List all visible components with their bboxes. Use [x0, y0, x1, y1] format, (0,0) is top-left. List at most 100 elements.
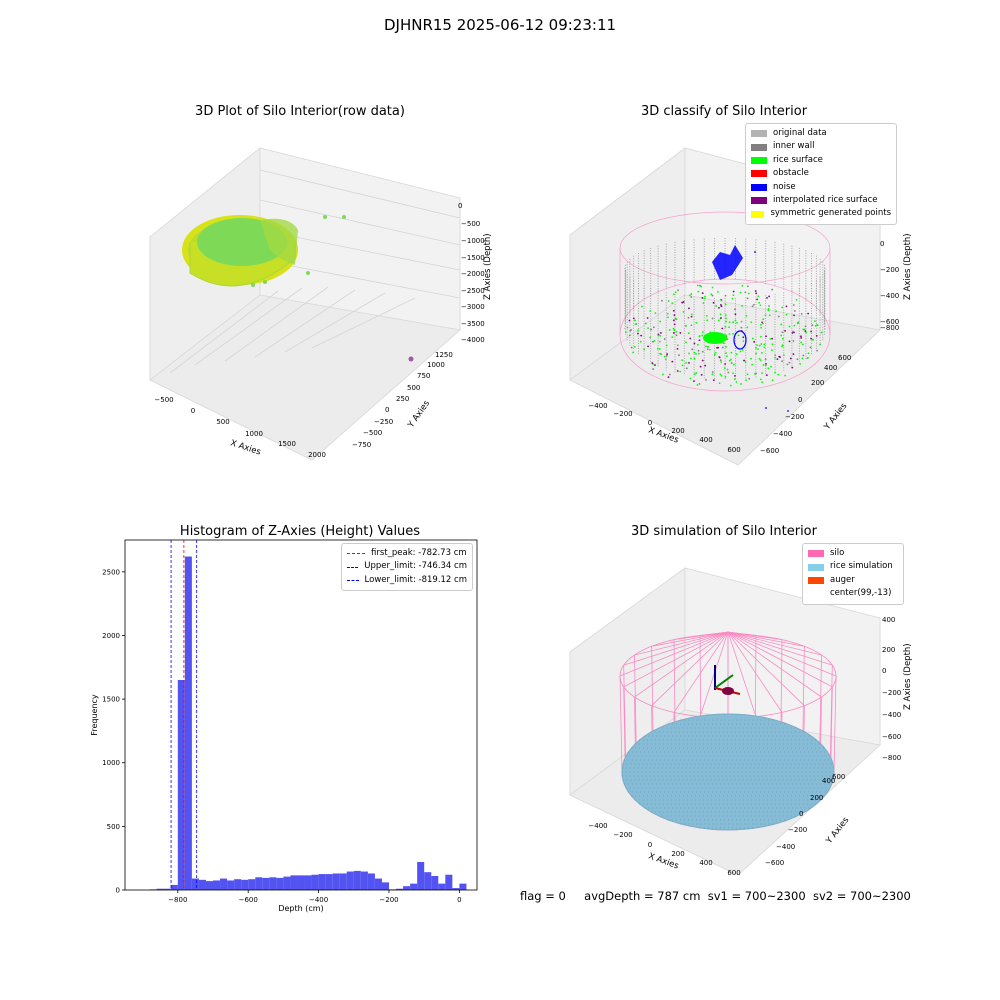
rice-simulation-point: [740, 735, 742, 737]
rice-simulation-point: [805, 787, 807, 789]
rice-simulation-point: [697, 771, 699, 773]
rice-simulation-point: [708, 735, 710, 737]
rice-simulation-point: [668, 807, 670, 809]
rice-simulation-point: [750, 795, 753, 797]
rice-simulation-point: [714, 731, 716, 733]
rice-simulation-point: [659, 783, 661, 785]
rice-simulation-point: [772, 735, 774, 737]
rice-simulation-point: [730, 815, 732, 817]
rice-simulation-point: [686, 779, 688, 781]
rice-simulation-point: [735, 751, 738, 753]
silo-roof-wire: [727, 631, 805, 647]
rice-simulation-point: [755, 723, 758, 725]
rice-surface-point: [664, 358, 667, 361]
rice-simulation-point: [699, 819, 702, 821]
rice-simulation-point: [662, 731, 664, 733]
classify-y-axis-label: Y Axies: [822, 401, 850, 433]
rice-simulation-point: [724, 823, 726, 825]
rice-simulation-point: [662, 763, 664, 765]
rice-surface-point: [701, 334, 704, 337]
rice-surface-point: [748, 377, 751, 380]
rice-simulation-point: [753, 767, 755, 769]
rice-simulation-point: [797, 755, 799, 757]
rice-simulation-point: [643, 759, 645, 761]
rice-simulation-point: [801, 771, 803, 773]
rice-simulation-point: [662, 743, 664, 745]
rice-simulation-point: [746, 795, 749, 797]
rice-simulation-point: [621, 775, 623, 777]
rice-simulation-point: [754, 763, 756, 765]
rice-surface-point: [696, 343, 699, 346]
rice-simulation-point: [658, 743, 660, 745]
rice-simulation-point: [638, 779, 640, 781]
rice-simulation-point: [754, 795, 757, 797]
rice-simulation-point: [692, 823, 694, 825]
rice-simulation-point: [738, 815, 740, 817]
rice-simulation-point: [809, 755, 811, 757]
rice-simulation-point: [649, 771, 651, 773]
rice-simulation-point: [637, 771, 639, 773]
rice-simulation-point: [655, 791, 658, 793]
rice-simulation-point: [672, 807, 674, 809]
rice-simulation-point: [757, 771, 759, 773]
rice-surface-point: [771, 349, 773, 352]
rice-simulation-point: [742, 763, 744, 765]
rice-surface-point: [630, 346, 633, 349]
rice-simulation-point: [678, 799, 680, 801]
rice-surface-point: [735, 381, 738, 383]
rice-surface-point: [799, 362, 802, 365]
rice-simulation-point: [742, 815, 744, 817]
rice-simulation-point: [713, 775, 715, 777]
legend-swatch: [751, 157, 767, 165]
legend-label: rice surface: [773, 154, 823, 165]
rice-simulation-point: [701, 787, 703, 789]
x-tick-label: 600: [727, 869, 740, 877]
x-tick-label: 1500: [278, 440, 296, 448]
rice-simulation-point: [729, 771, 731, 773]
rice-simulation-point: [625, 771, 627, 773]
rice-simulation-point: [725, 775, 727, 777]
rice-simulation-point: [773, 755, 775, 757]
rice-surface-point: [762, 318, 765, 321]
rice-simulation-point: [779, 751, 782, 753]
rice-surface-point: [796, 358, 799, 361]
rice-simulation-point: [706, 747, 709, 749]
rice-simulation-point: [781, 775, 783, 777]
rice-surface-point: [753, 340, 756, 343]
rice-simulation-point: [654, 743, 656, 745]
rice-simulation-point: [679, 783, 681, 785]
rice-simulation-point: [761, 775, 763, 777]
rice-simulation-point: [732, 807, 734, 809]
rice-simulation-point: [657, 775, 659, 777]
rice-simulation-point: [763, 783, 765, 785]
rice-surface-point: [706, 345, 709, 348]
rice-simulation-point: [760, 807, 762, 809]
y-tick-label: 2500: [102, 568, 120, 576]
rice-simulation-point: [637, 767, 639, 769]
legend-label: obstacle: [773, 168, 809, 179]
rice-simulation-point: [717, 775, 719, 777]
rice-surface-point: [643, 348, 646, 351]
rice-simulation-point: [703, 723, 706, 725]
rice-surface-point: [747, 292, 750, 295]
legend-label: auger: [830, 574, 855, 585]
rice-simulation-point: [765, 775, 767, 777]
rice-simulation-point: [682, 779, 684, 781]
rice-surface-point: [728, 333, 731, 335]
rice-simulation-point: [747, 827, 750, 829]
rice-simulation-point: [673, 787, 675, 789]
rice-simulation-point: [809, 771, 811, 773]
rice-simulation-point: [767, 759, 769, 761]
rice-simulation-point: [743, 791, 746, 793]
rice-simulation-point: [722, 803, 725, 805]
rice-surface-point: [757, 295, 760, 298]
auger-marker: [714, 665, 741, 695]
rice-simulation-point: [702, 779, 704, 781]
rice-simulation-point: [808, 735, 810, 737]
rice-simulation-point: [627, 783, 629, 785]
rice-surface-point: [711, 317, 714, 320]
rice-simulation-point: [709, 771, 711, 773]
rice-simulation-point: [741, 767, 743, 769]
rice-simulation-point: [688, 719, 690, 721]
rice-simulation-point: [679, 819, 682, 821]
